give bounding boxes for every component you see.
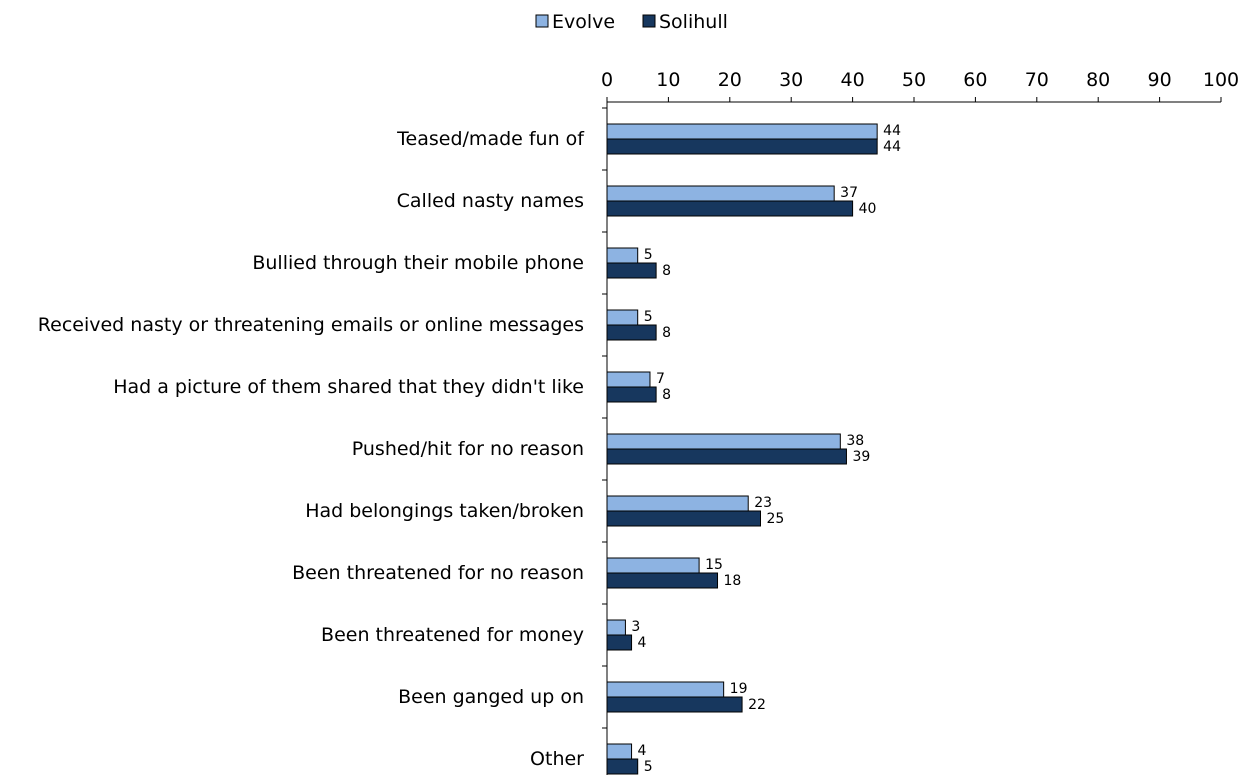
- bar-evolve: [606, 123, 878, 140]
- x-tick-label: 40: [841, 69, 865, 91]
- bar-solihull: [606, 448, 847, 465]
- data-label-evolve: 44: [883, 123, 901, 139]
- bar-evolve: [606, 371, 651, 388]
- x-tick-label: 80: [1086, 69, 1110, 91]
- data-label-evolve: 5: [644, 309, 653, 325]
- bar-solihull: [606, 200, 854, 217]
- x-tick-label: 60: [963, 69, 987, 91]
- x-tick-label: 50: [902, 69, 926, 91]
- bar-solihull: [606, 696, 743, 713]
- category-label: Been threatened for no reason: [292, 562, 584, 584]
- data-label-evolve: 7: [656, 371, 665, 387]
- bar-solihull: [606, 634, 633, 651]
- data-label-solihull: 44: [883, 139, 901, 155]
- bar-evolve: [606, 495, 749, 512]
- data-label-evolve: 37: [840, 185, 858, 201]
- bar-evolve: [606, 619, 626, 636]
- bar-evolve: [606, 247, 639, 264]
- legend-label-solihull: Solihull: [659, 11, 728, 33]
- x-axis: 0 10 20 30 40 50 60 70 80 90 100: [601, 69, 1239, 775]
- data-label-evolve: 38: [846, 433, 864, 449]
- bars: [606, 123, 878, 775]
- bar-solihull: [606, 324, 657, 341]
- legend-swatch-evolve: [535, 14, 549, 28]
- data-label-solihull: 39: [852, 449, 870, 465]
- data-label-solihull: 25: [767, 511, 785, 527]
- x-tick-label: 70: [1025, 69, 1049, 91]
- x-tick-label: 30: [779, 69, 803, 91]
- x-tick-label: 20: [718, 69, 742, 91]
- bar-solihull: [606, 510, 761, 527]
- bar-solihull: [606, 572, 719, 589]
- category-label: Teased/made fun of: [396, 128, 585, 150]
- category-label: Been threatened for money: [321, 624, 584, 646]
- bar-solihull: [606, 138, 878, 155]
- data-label-evolve: 5: [644, 247, 653, 263]
- bar-solihull: [606, 386, 657, 403]
- bar-solihull: [606, 758, 639, 775]
- data-label-evolve: 4: [638, 743, 647, 759]
- category-label: Pushed/hit for no reason: [352, 438, 584, 460]
- x-tick-label: 0: [601, 69, 613, 91]
- x-tick-label: 10: [656, 69, 680, 91]
- data-label-solihull: 8: [662, 325, 671, 341]
- bar-evolve: [606, 309, 639, 326]
- bar-evolve: [606, 185, 835, 202]
- data-label-solihull: 8: [662, 263, 671, 279]
- category-label: Received nasty or threatening emails or …: [38, 314, 584, 336]
- bar-evolve: [606, 681, 725, 698]
- data-label-solihull: 8: [662, 387, 671, 403]
- legend: Evolve Solihull: [535, 11, 728, 33]
- bar-evolve: [606, 557, 700, 574]
- category-label: Been ganged up on: [398, 686, 584, 708]
- bar-evolve: [606, 743, 633, 760]
- data-label-solihull: 22: [748, 697, 766, 713]
- data-label-solihull: 40: [859, 201, 877, 217]
- bar-evolve: [606, 433, 841, 450]
- data-label-evolve: 19: [730, 681, 748, 697]
- bar-solihull: [606, 262, 657, 279]
- category-label: Had belongings taken/broken: [305, 500, 584, 522]
- x-tick-label: 90: [1148, 69, 1172, 91]
- legend-swatch-solihull: [642, 14, 656, 28]
- category-label: Had a picture of them shared that they d…: [113, 376, 584, 398]
- data-label-evolve: 23: [754, 495, 772, 511]
- category-label: Other: [530, 748, 584, 770]
- data-label-evolve: 15: [705, 557, 723, 573]
- category-labels: Teased/made fun of Called nasty names Bull…: [38, 128, 586, 770]
- category-label: Called nasty names: [397, 190, 584, 212]
- data-label-solihull: 4: [638, 635, 647, 651]
- data-label-evolve: 3: [631, 619, 640, 635]
- x-tick-label: 100: [1203, 69, 1239, 91]
- category-label: Bullied through their mobile phone: [252, 252, 584, 274]
- legend-label-evolve: Evolve: [552, 11, 615, 33]
- data-label-solihull: 18: [724, 573, 742, 589]
- data-label-solihull: 5: [644, 759, 653, 775]
